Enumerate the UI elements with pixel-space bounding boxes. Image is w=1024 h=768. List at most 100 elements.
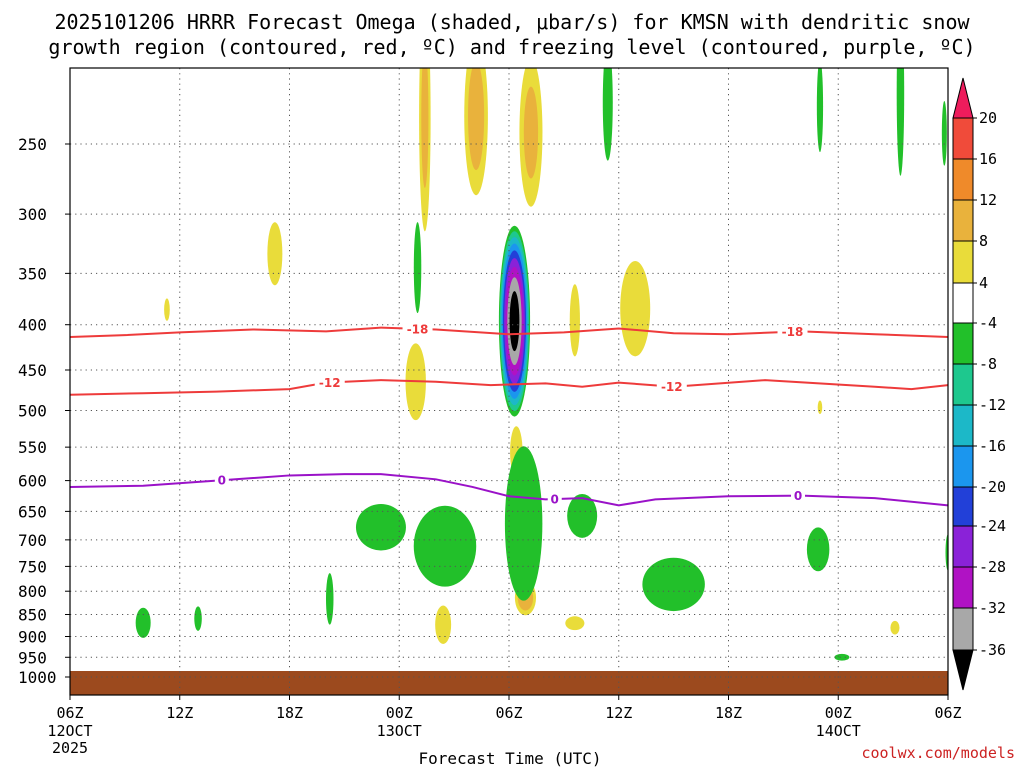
contour-dgz_minus18	[70, 326, 948, 339]
omega-blob-21-level-0	[135, 607, 151, 638]
colorbar-label-12: -32	[979, 599, 1006, 617]
x-tick-date-7: 14OCT	[816, 722, 861, 740]
omega-blob-17-level-0	[504, 446, 543, 601]
omega-blob-26-level-0	[602, 68, 613, 161]
omega-blob-29-level-0	[941, 101, 947, 166]
x-tick-date-3: 13OCT	[377, 722, 422, 740]
omega-blob-30-level-0	[834, 653, 850, 661]
y-tick-label-6: 550	[18, 438, 47, 457]
contour-label-bg-dgz_minus12-1	[656, 379, 687, 394]
contour-dgz_minus12	[70, 379, 948, 396]
y-tick-label-2: 350	[18, 264, 47, 283]
colorbar-swatch-4	[952, 282, 974, 324]
x-tick-label-2: 18Z	[276, 704, 303, 722]
x-tick-label-0: 06Z	[56, 704, 83, 722]
colorbar-label-13: -36	[979, 641, 1006, 659]
y-axis: 250 300 350 400 450 500 550 600 650 700 750 800 850 9…	[18, 135, 70, 687]
omega-blob-28-level-0	[945, 534, 948, 571]
omega-blob-12-level-0	[565, 616, 585, 631]
contour-label-bg-freezing_level_0-0	[214, 473, 229, 488]
chart-title-line2: growth region (contoured, red, ºC) and f…	[48, 35, 975, 59]
y-tick-label-0: 250	[18, 135, 47, 154]
colorbar-label-1: 16	[979, 150, 997, 168]
colorbar-swatch-12	[952, 607, 974, 651]
omega-blob-25-level-0	[896, 68, 905, 176]
colorbar-label-11: -28	[979, 558, 1006, 576]
y-tick-label-13: 900	[18, 627, 47, 646]
x-tick-label-4: 06Z	[495, 704, 522, 722]
y-tick-label-4: 450	[18, 361, 47, 380]
colorbar: 20 16 12 8 4 -4 -8 -12 -16 -20 -24 -28 -32 -36	[952, 77, 1006, 691]
colorbar-label-2: 12	[979, 191, 997, 209]
omega-blob-13-level-0	[890, 620, 900, 635]
omega-blob-4-level-1	[523, 86, 539, 179]
colorbar-swatch-3	[952, 240, 974, 284]
colorbar-swatch-9	[952, 486, 974, 527]
x-tick-date-0: 12OCT	[47, 722, 92, 740]
colorbar-label-4: 4	[979, 274, 988, 292]
omega-blob-8-level-0	[620, 261, 651, 357]
colorbar-swatch-8	[952, 445, 974, 488]
x-tick-label-5: 12Z	[605, 704, 632, 722]
omega-blob-9-level-0	[817, 400, 823, 414]
y-tick-label-5: 500	[18, 402, 47, 421]
x-tick-label-8: 06Z	[934, 704, 961, 722]
omega-blob-14-level-8	[509, 291, 520, 352]
y-tick-label-9: 700	[18, 531, 47, 550]
colorbar-bottom-arrow	[952, 649, 974, 691]
y-tick-label-3: 400	[18, 316, 47, 335]
contour-label-dgz_minus18-1: -18	[782, 325, 804, 339]
chart-title-line1: 2025101206 HRRR Forecast Omega (shaded, …	[54, 10, 970, 34]
colorbar-swatch-5	[952, 322, 974, 365]
colorbar-label-5: -4	[979, 314, 997, 332]
y-tick-label-7: 600	[18, 472, 47, 491]
contour-label-freezing_level_0-1: 0	[551, 493, 559, 507]
colorbar-swatch-0	[952, 117, 974, 160]
omega-blob-20-level-0	[806, 527, 830, 572]
omega-blob-3-level-1	[468, 68, 485, 171]
contour-label-dgz_minus12-1: -12	[661, 380, 683, 394]
omega-blob-7-level-0	[569, 284, 580, 357]
ground-surface	[70, 671, 948, 695]
colorbar-label-10: -24	[979, 517, 1006, 535]
colorbar-label-9: -20	[979, 478, 1006, 496]
colorbar-swatch-11	[952, 566, 974, 609]
y-tick-label-10: 750	[18, 557, 47, 576]
contour-label-bg-freezing_level_0-1	[547, 492, 562, 507]
contour-label-bg-dgz_minus18-1	[777, 324, 808, 339]
y-tick-label-14: 950	[18, 648, 47, 667]
contour-label-bg-dgz_minus12-0	[314, 375, 345, 390]
omega-blob-16-level-0	[413, 505, 477, 587]
colorbar-swatch-2	[952, 199, 974, 242]
colorbar-swatch-7	[952, 404, 974, 447]
x-tick-label-6: 18Z	[715, 704, 742, 722]
contour-label-bg-freezing_level_0-2	[791, 488, 806, 503]
omega-blob-10-level-0	[435, 605, 452, 644]
temperature-contours: -18 -18 -12 -12 0 0 0	[70, 321, 948, 507]
contour-freezing_level_0	[70, 473, 948, 507]
x-axis-label: Forecast Time (UTC)	[418, 749, 601, 768]
colorbar-swatch-1	[952, 158, 974, 201]
colorbar-label-8: -16	[979, 437, 1006, 455]
omega-blob-18-level-0	[567, 493, 598, 538]
omega-blob-23-level-0	[325, 573, 334, 625]
colorbar-swatch-10	[952, 525, 974, 568]
omega-blob-0-level-0	[164, 298, 170, 321]
y-tick-label-1: 300	[18, 205, 47, 224]
colorbar-label-6: -8	[979, 355, 997, 373]
credit-text: coolwx.com/models	[861, 744, 1015, 762]
contour-label-freezing_level_0-2: 0	[794, 489, 802, 503]
contour-label-dgz_minus18-0: -18	[407, 322, 429, 336]
omega-blob-19-level-0	[642, 557, 705, 612]
omega-blob-1-level-0	[267, 222, 283, 286]
omega-blob-24-level-0	[816, 68, 824, 153]
y-tick-label-15: 1000	[18, 668, 57, 687]
y-tick-label-12: 850	[18, 606, 47, 625]
omega-blob-22-level-0	[194, 606, 202, 631]
colorbar-swatch-6	[952, 363, 974, 406]
x-tick-label-3: 00Z	[386, 704, 413, 722]
colorbar-label-3: 8	[979, 232, 988, 250]
y-tick-label-11: 800	[18, 582, 47, 601]
